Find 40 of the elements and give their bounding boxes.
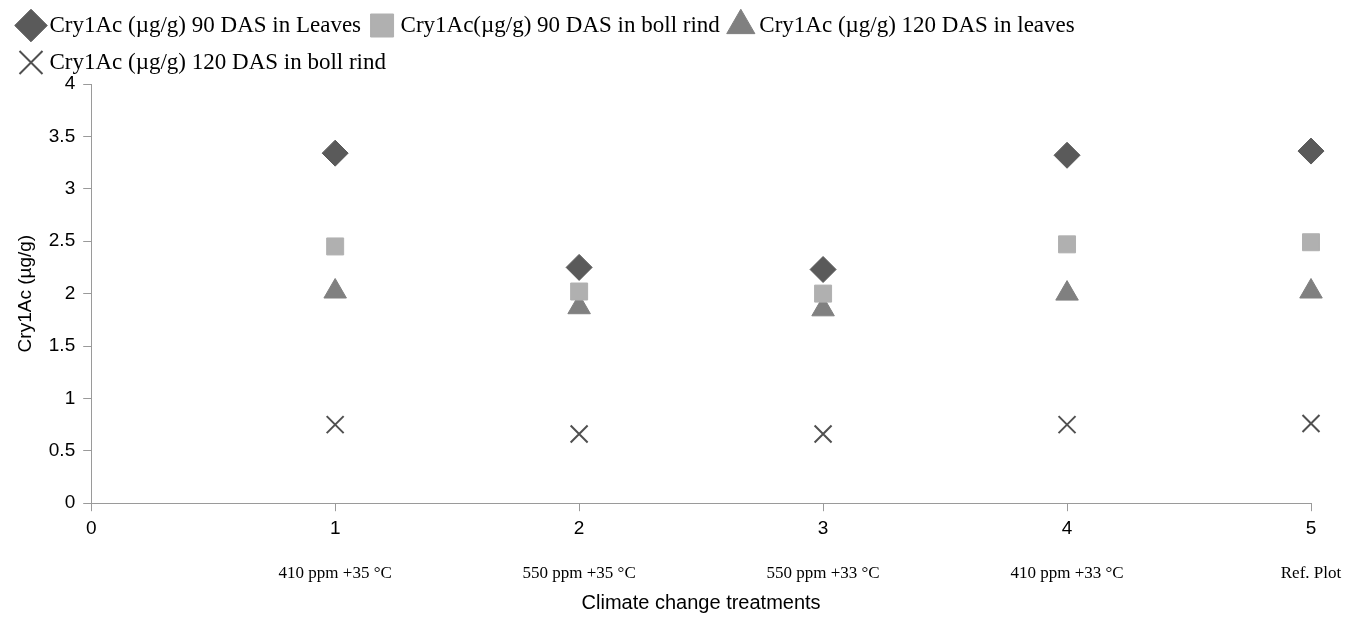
point: [1057, 415, 1077, 435]
x-tick-label: 2: [573, 516, 585, 538]
y-tick-label: 3.5: [48, 124, 76, 146]
point: [326, 237, 345, 256]
x-axis-title: Climate change treatments: [581, 590, 821, 613]
point: [321, 139, 349, 167]
y-tick-label: 2: [64, 281, 76, 303]
text: 550 ppm +33 °C: [766, 562, 880, 582]
point: [1058, 235, 1077, 254]
point: [565, 253, 593, 281]
legend-label: Cry1Ac (µg/g) 120 DAS in boll rind: [49, 48, 387, 74]
point: [809, 256, 837, 283]
x-tick-label: 0: [85, 516, 97, 538]
legend-label: Cry1Ac (µg/g) 120 DAS in leaves: [759, 11, 1075, 37]
text: Ref. Plot: [1280, 562, 1342, 582]
x-tick-label: 1: [329, 516, 341, 538]
y-axis-title: Cry1Ac (µg/g): [13, 234, 35, 353]
point: [325, 415, 345, 435]
y-tick-label: 0.5: [48, 439, 76, 461]
text: 410 ppm +35 °C: [278, 562, 392, 582]
x-tick-label: 5: [1305, 516, 1317, 538]
text: 550 ppm +35 °C: [522, 562, 636, 582]
y-tick-label: 2.5: [48, 229, 76, 251]
legend-label: Cry1Ac(µg/g) 90 DAS in boll rind: [400, 11, 721, 37]
y-tick-label: 1: [64, 386, 76, 408]
text: 410 ppm +33 °C: [1010, 562, 1124, 582]
point: [1301, 414, 1321, 434]
y-tick-label: 1.5: [48, 334, 76, 356]
point: [569, 424, 589, 444]
point: [814, 284, 833, 303]
y-tick-label: 3: [64, 177, 76, 199]
x-tick-label: 4: [1061, 516, 1073, 538]
point: [813, 424, 833, 444]
point: [1302, 233, 1320, 252]
y-tick-label: 0: [64, 491, 76, 513]
point: [1297, 137, 1325, 165]
point: [1053, 141, 1081, 169]
x-tick-label: 3: [817, 516, 829, 538]
legend-label: Cry1Ac (µg/g) 90 DAS in Leaves: [49, 11, 362, 37]
point: [570, 282, 589, 301]
